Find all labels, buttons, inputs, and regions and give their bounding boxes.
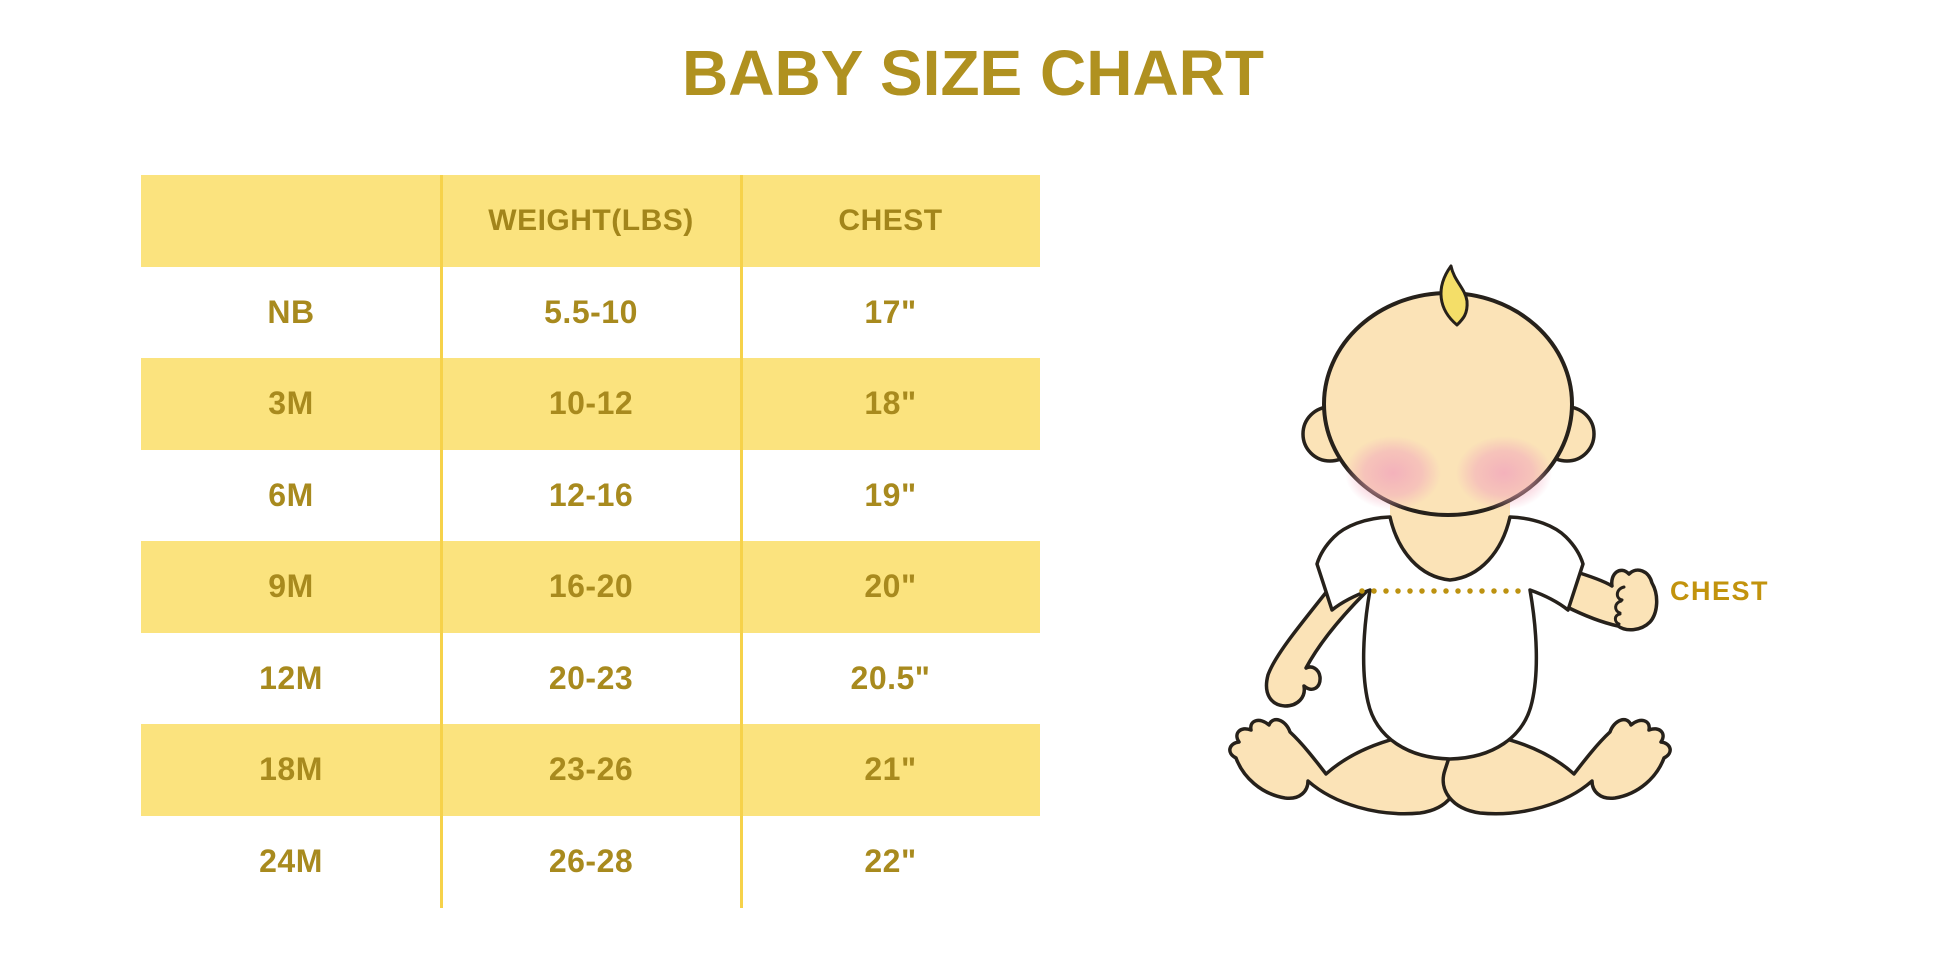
baby-onesie xyxy=(1315,515,1585,761)
size-cell: 24M xyxy=(259,842,323,879)
weight-cell: 20-23 xyxy=(548,659,634,696)
weight-cell: 26-28 xyxy=(548,842,634,879)
table-row-24m: 24M 26-28 22" xyxy=(141,816,1040,908)
table-row-6m: 6M 12-16 19" xyxy=(141,450,1040,542)
table-row-12m: 12M 20-23 20.5" xyxy=(141,633,1040,725)
weight-cell: 5.5-10 xyxy=(544,293,638,330)
size-cell: 18M xyxy=(259,751,323,788)
chest-cell: 21" xyxy=(864,751,917,788)
header-weight-cell: WEIGHT(LBS) xyxy=(488,203,694,237)
weight-cell: 16-20 xyxy=(548,568,634,605)
chest-cell: 18" xyxy=(864,385,917,422)
baby-left-cheek-blush xyxy=(1345,436,1441,510)
page-title: BABY SIZE CHART xyxy=(682,37,1264,109)
table-row-3m: 3M 10-12 18" xyxy=(141,358,1040,450)
table-header-row: WEIGHT(LBS) CHEST xyxy=(141,175,1040,267)
column-divider xyxy=(740,175,743,908)
chest-label: CHEST xyxy=(1670,576,1770,606)
size-cell: 6M xyxy=(268,476,314,513)
chest-cell: 20.5" xyxy=(850,659,931,696)
size-cell: 3M xyxy=(268,385,314,422)
table-row-nb: NB 5.5-10 17" xyxy=(141,267,1040,359)
weight-cell: 23-26 xyxy=(548,751,634,788)
baby-hair-curl xyxy=(1439,264,1469,327)
chest-cell: 17" xyxy=(864,293,917,330)
table-row-9m: 9M 16-20 20" xyxy=(141,541,1040,633)
size-cell: NB xyxy=(267,293,315,330)
table-row-18m: 18M 23-26 21" xyxy=(141,724,1040,816)
header-chest-cell: CHEST xyxy=(838,203,943,237)
weight-cell: 10-12 xyxy=(548,385,634,422)
size-table: WEIGHT(LBS) CHEST NB 5.5-10 17" 3M 10-12… xyxy=(141,175,1040,908)
baby-right-cheek-blush xyxy=(1456,436,1552,510)
header-size-cell xyxy=(141,175,441,267)
baby-left-arm xyxy=(1264,573,1368,708)
chest-cell: 22" xyxy=(864,842,917,879)
size-cell: 12M xyxy=(259,659,323,696)
chest-cell: 19" xyxy=(864,476,917,513)
column-divider xyxy=(440,175,443,908)
chest-cell: 20" xyxy=(864,568,917,605)
baby-fist-finger-lines xyxy=(1613,585,1626,626)
size-cell: 9M xyxy=(268,568,314,605)
weight-cell: 12-16 xyxy=(548,476,634,513)
baby-right-arm xyxy=(1563,568,1659,632)
baby-illustration xyxy=(1228,264,1672,816)
